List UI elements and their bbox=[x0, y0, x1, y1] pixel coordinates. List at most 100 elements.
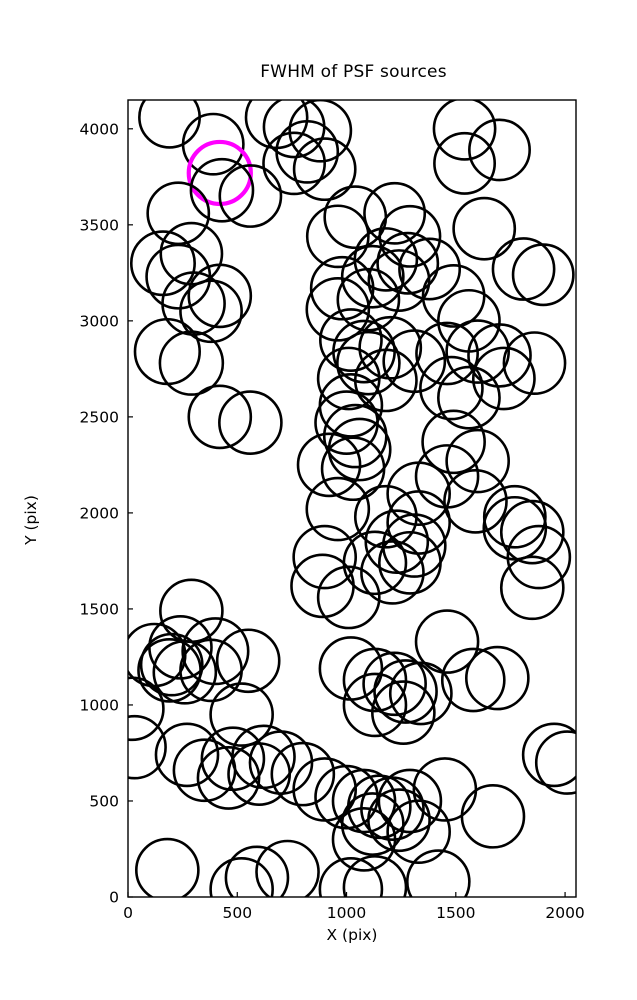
psf-source-marker bbox=[316, 565, 381, 630]
psf-source-marker bbox=[468, 118, 531, 182]
psf-source-marker bbox=[362, 651, 427, 717]
y-tick-label: 4000 bbox=[80, 120, 119, 138]
y-tick-label: 3000 bbox=[80, 312, 119, 330]
psf-source-marker bbox=[482, 484, 547, 549]
psf-source-marker bbox=[209, 856, 274, 897]
psf-source-marker bbox=[181, 617, 250, 686]
psf-source-marker bbox=[511, 243, 575, 307]
psf-source-marker bbox=[270, 741, 336, 807]
psf-source-marker bbox=[437, 365, 501, 430]
psf-source-marker bbox=[342, 672, 408, 738]
psf-source-marker bbox=[128, 714, 167, 780]
y-tick-label: 500 bbox=[89, 792, 119, 810]
psf-source-marker bbox=[534, 730, 576, 795]
psf-source-marker bbox=[421, 263, 486, 328]
psf-source-marker bbox=[227, 742, 292, 806]
psf-source-marker bbox=[327, 417, 392, 482]
y-axis-label: Y (pix) bbox=[22, 495, 40, 546]
psf-source-marker bbox=[154, 722, 220, 788]
psf-source-marker bbox=[342, 647, 408, 713]
psf-source-marker bbox=[331, 807, 397, 872]
psf-source-marker bbox=[373, 659, 438, 724]
psf-source-marker bbox=[388, 661, 453, 726]
psf-source-marker bbox=[445, 319, 510, 384]
psf-source-marker bbox=[433, 131, 497, 195]
psf-source-marker bbox=[128, 676, 165, 742]
psf-source-marker bbox=[172, 738, 237, 803]
psf-source-marker bbox=[386, 799, 451, 865]
psf-source-marker bbox=[292, 524, 358, 590]
psf-source-marker bbox=[377, 768, 443, 834]
psf-source-marker bbox=[262, 131, 326, 196]
psf-source-marker bbox=[314, 390, 379, 455]
y-tick-label: 1500 bbox=[80, 600, 119, 618]
psf-source-marker bbox=[378, 530, 442, 595]
psf-source-marker bbox=[218, 164, 283, 228]
psf-source-marker bbox=[460, 784, 526, 849]
y-axis-ticks: 0 500 1000 1500 2000 2500 3000 3500 4000 bbox=[80, 120, 133, 907]
psf-source-marker bbox=[218, 390, 283, 455]
y-tick-label: 2500 bbox=[80, 408, 119, 426]
psf-source-marker bbox=[445, 428, 510, 494]
x-axis-ticks: 0 500 1000 1500 2000 bbox=[123, 892, 585, 922]
y-tick-label: 0 bbox=[109, 889, 119, 907]
psf-source-marker bbox=[419, 355, 484, 421]
psf-source-marker bbox=[432, 100, 497, 161]
psf-source-marker bbox=[437, 288, 501, 353]
y-tick-label: 2000 bbox=[80, 504, 119, 522]
psf-source-marker bbox=[464, 645, 530, 711]
x-tick-label: 2000 bbox=[545, 904, 584, 922]
psf-source-marker bbox=[179, 279, 243, 344]
psf-source-marker bbox=[158, 330, 225, 396]
psf-source-marker bbox=[179, 638, 243, 703]
psf-source-marker bbox=[367, 788, 431, 853]
psf-source-marker bbox=[316, 346, 381, 411]
psf-source-marker bbox=[340, 244, 405, 309]
psf-source-marker bbox=[209, 682, 274, 747]
psf-source-marker bbox=[309, 255, 375, 321]
psf-source-marker bbox=[367, 249, 431, 312]
psf-source-marker bbox=[135, 837, 200, 897]
psf-source-marker bbox=[187, 263, 253, 329]
psf-source-marker bbox=[290, 553, 355, 619]
psf-source-marker bbox=[506, 524, 572, 590]
psf-source-marker bbox=[471, 346, 536, 411]
psf-source-marker bbox=[296, 432, 362, 498]
psf-source-marker bbox=[499, 499, 565, 565]
x-tick-label: 1000 bbox=[327, 904, 366, 922]
psf-source-marker bbox=[145, 243, 212, 310]
psf-source-marker bbox=[336, 330, 401, 396]
psf-source-marker bbox=[386, 461, 451, 527]
chart-title-text: FWHM of PSF sources bbox=[260, 62, 447, 82]
psf-source-marker bbox=[378, 204, 442, 268]
psf-source-marker bbox=[363, 181, 427, 245]
psf-source-marker bbox=[421, 409, 486, 475]
psf-source-marker bbox=[502, 331, 567, 396]
psf-source-marker bbox=[353, 484, 418, 549]
psf-source-marker bbox=[255, 839, 320, 897]
psf-source-marker bbox=[224, 845, 290, 897]
psf-source-marker bbox=[305, 204, 370, 269]
psf-source-marker bbox=[440, 647, 506, 713]
psf-source-marker bbox=[371, 680, 436, 745]
psf-source-marker bbox=[292, 137, 357, 202]
psf-source-marker bbox=[187, 384, 253, 450]
psf-source-marker bbox=[319, 308, 383, 372]
psf-source-marker bbox=[248, 730, 314, 795]
psf-source-marker bbox=[382, 329, 447, 394]
psf-source-marker bbox=[376, 231, 440, 295]
y-tick-label: 3500 bbox=[80, 216, 119, 234]
psf-source-marker bbox=[415, 321, 479, 386]
psf-source-marker bbox=[405, 849, 471, 897]
psf-source-marker bbox=[152, 639, 218, 705]
psf-source-marker bbox=[521, 722, 576, 788]
x-axis-label: X (pix) bbox=[327, 926, 378, 944]
psf-source-marker bbox=[414, 609, 480, 674]
psf-source-marker bbox=[452, 196, 517, 261]
psf-source-marker bbox=[443, 469, 508, 534]
psf-source-marker bbox=[139, 632, 204, 697]
psf-source-marker bbox=[336, 267, 401, 332]
psf-source-marker bbox=[331, 768, 397, 834]
